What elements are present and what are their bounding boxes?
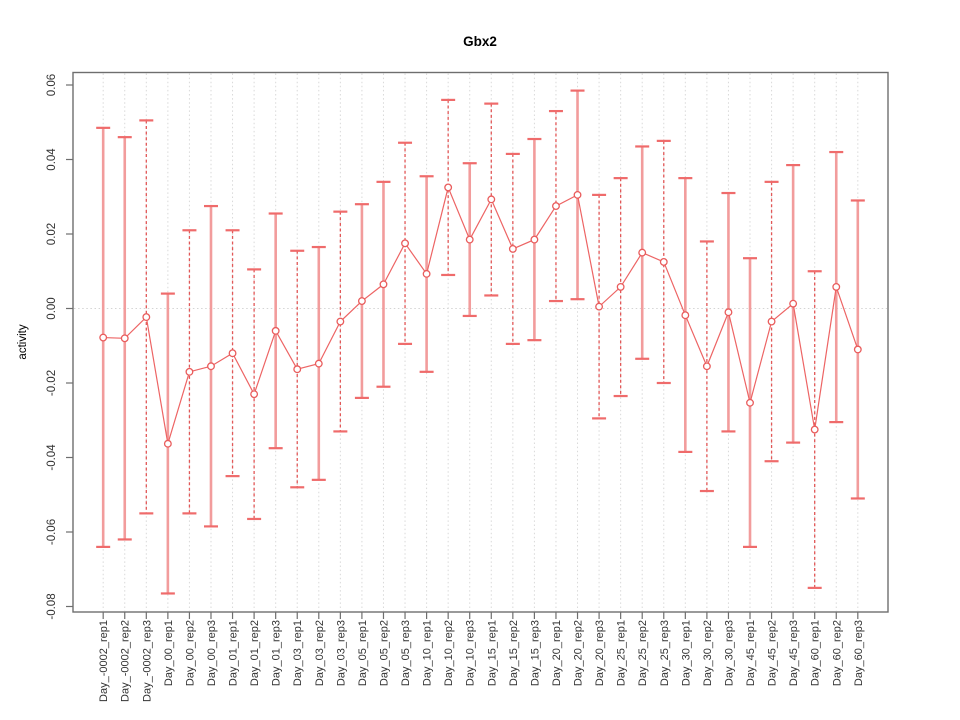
x-tick-label: Day_03_rep2 <box>314 620 326 686</box>
data-point <box>422 269 431 278</box>
x-tick-label: Day_10_rep3 <box>465 620 477 686</box>
x-tick-label: Day_30_rep3 <box>723 620 735 686</box>
x-tick-label: Day_25_rep1 <box>616 620 628 686</box>
x-tick-label: Day_10_rep2 <box>443 620 455 686</box>
data-point <box>832 282 841 291</box>
x-tick-label: Day_15_rep1 <box>486 620 498 686</box>
y-tick-label: -0.02 <box>46 370 58 396</box>
data-point <box>552 202 560 211</box>
x-tick-label: Day_15_rep2 <box>508 620 520 686</box>
data-point <box>379 280 388 289</box>
x-tick-label: Day_25_rep3 <box>659 620 671 686</box>
x-tick-label: Day_25_rep2 <box>637 620 649 686</box>
data-point <box>163 439 172 448</box>
data-point <box>702 362 711 371</box>
data-point <box>336 317 345 326</box>
x-tick-label: Day_45_rep1 <box>745 620 757 686</box>
data-point <box>293 365 302 374</box>
x-tick-label: Day_-0002_rep2 <box>120 620 132 702</box>
x-tick-label: Day_00_rep3 <box>206 620 218 686</box>
data-point <box>271 326 280 335</box>
x-tick-label: Day_15_rep3 <box>529 620 541 686</box>
x-tick-label: Day_45_rep3 <box>788 620 800 686</box>
x-tick-label: Day_60_rep2 <box>831 620 843 686</box>
x-tick-label: Day_60_rep1 <box>810 620 822 686</box>
x-tick-label: Day_00_rep2 <box>184 620 196 686</box>
x-tick-label: Day_01_rep3 <box>271 620 283 686</box>
x-tick-label: Day_10_rep1 <box>422 620 434 686</box>
x-tick-label: Day_60_rep3 <box>853 620 865 686</box>
x-tick-label: Day_20_rep3 <box>594 620 606 686</box>
data-point <box>185 367 194 376</box>
x-tick-label: Day_03_rep3 <box>335 620 347 686</box>
data-point <box>681 311 690 320</box>
data-point <box>659 257 668 266</box>
data-point <box>228 349 237 358</box>
y-tick-label: -0.06 <box>46 519 58 545</box>
x-tick-label: Day_01_rep1 <box>228 620 240 686</box>
data-point <box>207 362 215 371</box>
x-tick-label: Day_45_rep2 <box>767 620 779 686</box>
data-point <box>573 190 582 199</box>
mean-line <box>103 185 859 444</box>
y-tick-label: 0.06 <box>46 74 58 96</box>
data-point <box>595 302 604 311</box>
data-point <box>487 195 496 204</box>
y-tick-label: -0.04 <box>46 444 58 471</box>
data-point <box>401 239 409 248</box>
data-point <box>250 390 259 399</box>
chart-title: Gbx2 <box>463 34 497 49</box>
x-tick-label: Day_03_rep1 <box>292 620 304 686</box>
data-point <box>120 334 129 343</box>
y-tick-label: 0.04 <box>46 148 58 171</box>
x-tick-label: Day_30_rep1 <box>680 620 692 686</box>
x-tick-label: Day_-0002_rep3 <box>141 620 153 702</box>
x-tick-label: Day_20_rep2 <box>573 620 585 686</box>
data-point <box>810 425 819 434</box>
data-point <box>638 248 647 257</box>
data-point <box>724 308 733 317</box>
data-point <box>99 333 108 342</box>
data-point <box>746 398 754 407</box>
plot-box <box>72 71 889 613</box>
data-point <box>789 299 798 308</box>
data-point <box>508 244 517 253</box>
x-tick-label: Day_20_rep1 <box>551 620 563 686</box>
data-point <box>853 345 862 354</box>
data-point <box>142 313 151 322</box>
y-axis-title: activity <box>17 324 29 359</box>
y-tick-label: 0.00 <box>46 297 58 319</box>
y-tick-label: 0.02 <box>46 223 58 245</box>
x-tick-label: Day_01_rep2 <box>249 620 261 686</box>
data-point <box>314 359 323 368</box>
data-point <box>357 297 366 305</box>
x-tick-label: Day_30_rep2 <box>702 620 714 686</box>
data-point <box>616 282 625 291</box>
x-tick-label: Day_-0002_rep1 <box>98 620 110 702</box>
x-tick-label: Day_05_rep2 <box>378 620 390 686</box>
x-tick-label: Day_05_rep1 <box>357 620 369 686</box>
data-point <box>767 317 776 326</box>
data-point <box>465 235 474 244</box>
x-tick-label: Day_05_rep3 <box>400 620 412 686</box>
y-tick-label: -0.08 <box>46 593 58 619</box>
data-point <box>530 235 539 244</box>
data-point <box>444 183 453 192</box>
x-tick-label: Day_00_rep1 <box>163 620 175 686</box>
